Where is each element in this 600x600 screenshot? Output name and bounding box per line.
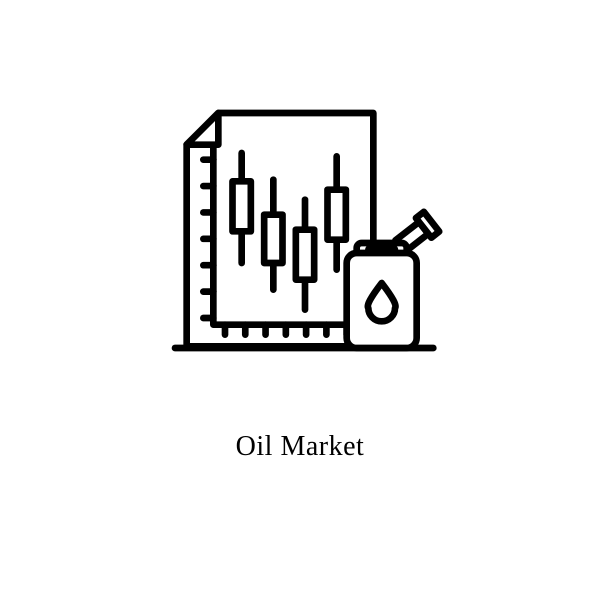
oil-market-icon xyxy=(150,98,450,403)
caption-label: Oil Market xyxy=(236,431,365,463)
figure-container: Oil Market xyxy=(0,0,600,600)
